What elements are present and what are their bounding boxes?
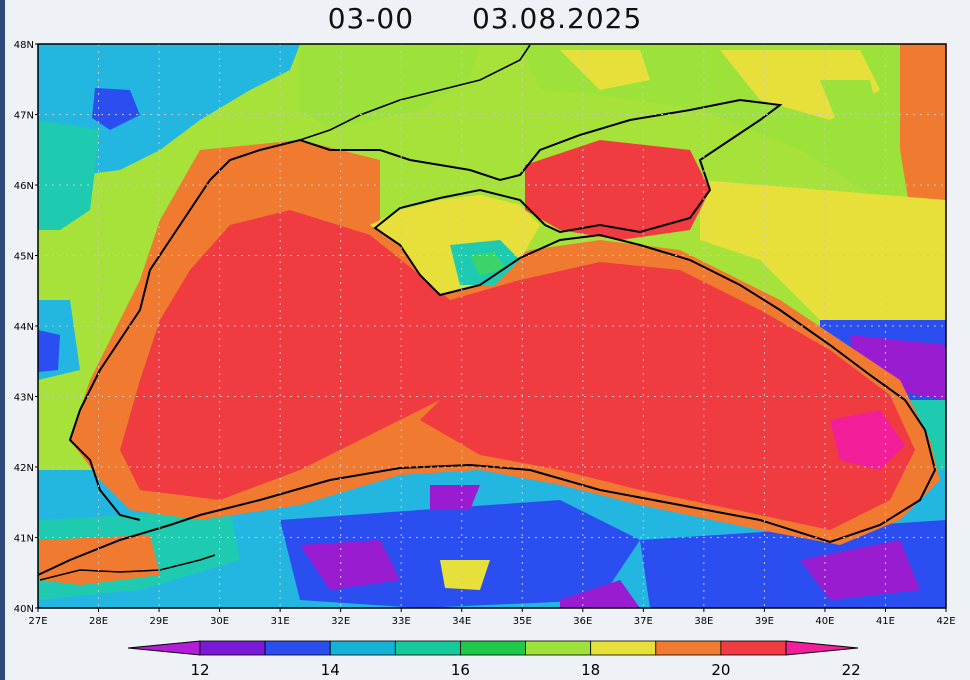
- field-south-yellow: [440, 560, 490, 590]
- coastline-dnieper: [299, 44, 531, 141]
- field-south-purple1: [300, 540, 400, 590]
- lon-tick-label: 27E: [28, 616, 47, 627]
- sea-hot-core: [120, 210, 915, 530]
- colorbar-segment: [329, 640, 396, 656]
- title-time: 03-00: [327, 2, 415, 35]
- colorbar-segment: [394, 640, 461, 656]
- field-west-mid: [38, 120, 100, 230]
- field-east-orange: [900, 44, 946, 220]
- field-south-purple3: [800, 540, 920, 600]
- lat-tick-label: 43N: [14, 393, 34, 404]
- axes: 40N 41N 42N 43N 44N 45N 46N 47N 48N 27E 28E 29E 30E 3…: [14, 40, 956, 627]
- colorbar-segment: [199, 640, 266, 656]
- lon-tick-label: 34E: [452, 616, 471, 627]
- lon-tick-label: 28E: [89, 616, 108, 627]
- grid-lines: [38, 44, 946, 608]
- lon-tick-label: 33E: [392, 616, 411, 627]
- lat-tick-label: 48N: [14, 40, 34, 51]
- field-west-coast-blue: [38, 330, 60, 372]
- colorbar-segment: [525, 640, 592, 656]
- lon-tick-label: 40E: [815, 616, 834, 627]
- lon-tick-label: 30E: [210, 616, 229, 627]
- lat-tick-label: 42N: [14, 463, 34, 474]
- field-east-yellow: [700, 180, 946, 320]
- colorbar-segment: [264, 640, 331, 656]
- field-ne-green: [820, 80, 880, 130]
- lon-tick-label: 29E: [150, 616, 169, 627]
- lon-tick-label: 38E: [694, 616, 713, 627]
- field-south-purple2: [430, 485, 480, 510]
- lat-tick-label: 44N: [14, 322, 34, 333]
- sea-pink-spot: [830, 410, 905, 470]
- lon-tick-label: 37E: [634, 616, 653, 627]
- field-blue-spot-nw: [92, 88, 140, 130]
- colorbar-label: 16: [451, 661, 470, 679]
- field-east-purple: [850, 335, 946, 400]
- field-west-north: [38, 44, 300, 175]
- lon-tick-label: 39E: [755, 616, 774, 627]
- sea-azov-hot: [525, 140, 710, 240]
- lat-tick-label: 40N: [14, 604, 34, 615]
- crimea-green: [470, 252, 505, 276]
- colorbar-segment: [720, 640, 787, 656]
- temperature-field: [38, 44, 946, 608]
- colorbar-low-extend: [127, 640, 201, 656]
- colorbar: 121416182022242628: [127, 640, 861, 679]
- field-north-green: [300, 44, 480, 130]
- lon-tick-label: 31E: [271, 616, 290, 627]
- coastline-marmara: [39, 554, 216, 581]
- window-edge: [0, 0, 5, 680]
- colorbar-high-extend: [785, 640, 859, 656]
- lon-tick-label: 42E: [936, 616, 955, 627]
- lon-tick-label: 32E: [331, 616, 350, 627]
- colorbar-label: 20: [711, 661, 730, 679]
- colorbar-segment: [590, 640, 657, 656]
- colorbar-label: 12: [190, 661, 209, 679]
- field-south-purple4: [560, 580, 640, 608]
- lon-tick-label: 35E: [513, 616, 532, 627]
- coastline: [38, 98, 937, 576]
- colorbar-label: 18: [581, 661, 600, 679]
- colorbar-segment: [460, 640, 526, 656]
- colorbar-segment: [655, 640, 722, 656]
- colorbar-label: 22: [842, 661, 861, 679]
- map-title: 03-00 03.08.2025: [0, 2, 970, 35]
- title-date: 03.08.2025: [471, 2, 643, 35]
- lat-tick-label: 41N: [14, 534, 34, 545]
- lat-tick-label: 46N: [14, 181, 34, 192]
- lat-tick-label: 45N: [14, 252, 34, 263]
- lat-tick-label: 47N: [14, 111, 34, 122]
- lon-tick-label: 36E: [573, 616, 592, 627]
- lon-tick-label: 41E: [876, 616, 895, 627]
- colorbar-label: 14: [321, 661, 340, 679]
